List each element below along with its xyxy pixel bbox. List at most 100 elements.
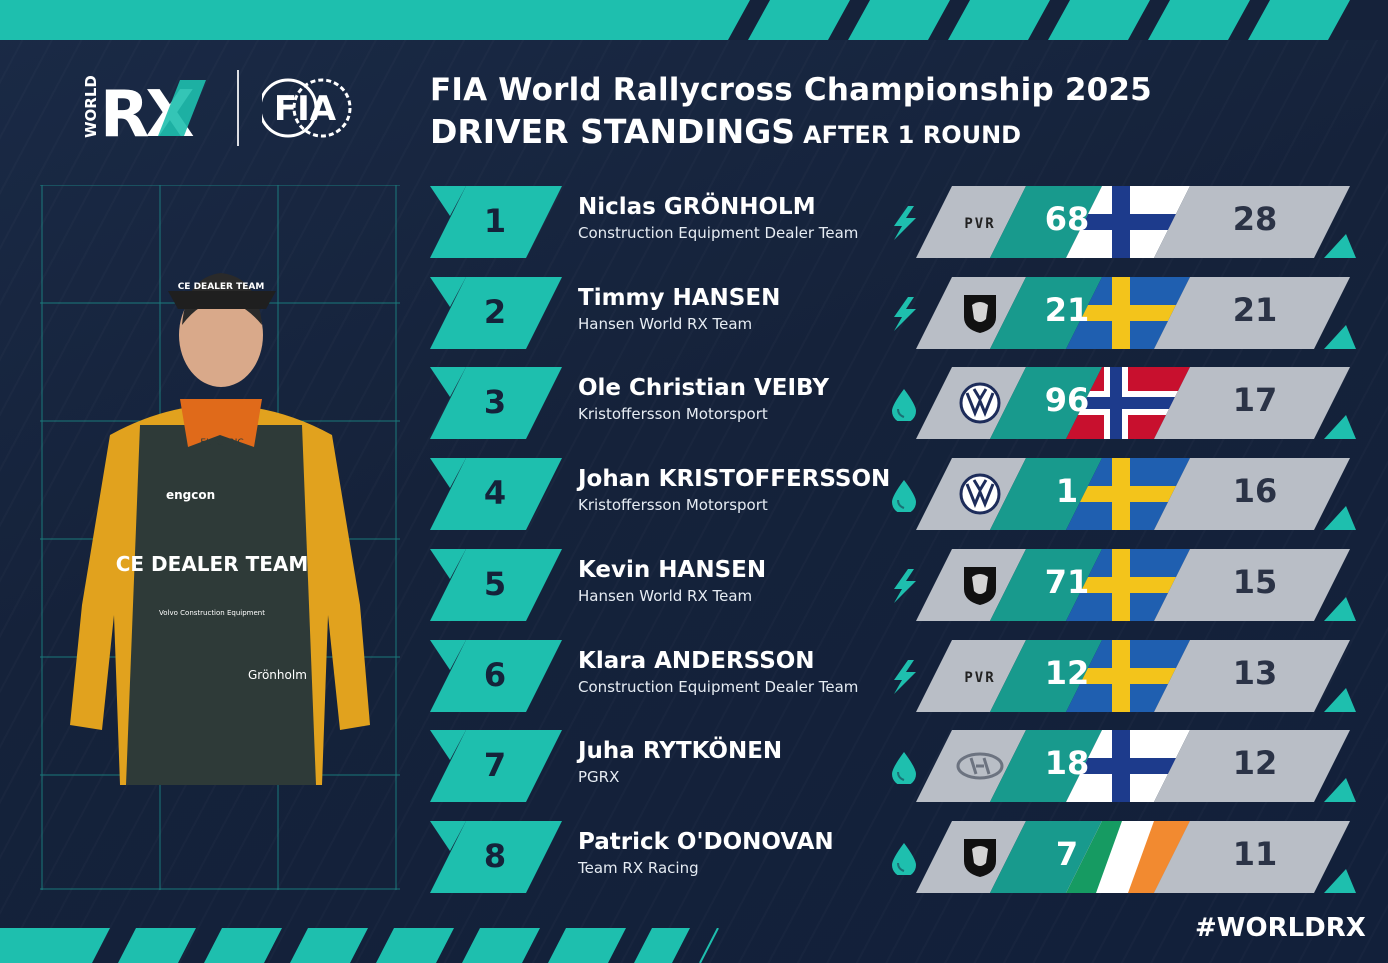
driver-photo: CE DEALER TEAM ELECTRIC engcon CE DEALER… <box>40 184 400 890</box>
position-badge: 5 <box>430 549 562 621</box>
driver-team: Kristoffersson Motorsport <box>578 496 768 514</box>
driver-team: PGRX <box>578 768 620 786</box>
standings-row: 2 Timmy HANSEN Hansen World RX Team 21 21 <box>430 277 1360 351</box>
suit-name-text: Grönholm <box>248 668 307 682</box>
driver-points: 13 <box>1232 654 1278 692</box>
driver-name: Patrick O'DONOVAN <box>578 829 834 855</box>
standings-row: 6 Klara ANDERSSON Construction Equipment D… <box>430 640 1360 714</box>
sweden-flag-icon <box>1066 277 1190 349</box>
fia-logo: FIA <box>258 76 352 140</box>
driver-name: Johan KRISTOFFERSSON <box>578 466 891 492</box>
driver-name: Timmy HANSEN <box>578 285 781 311</box>
fuel-icon <box>888 478 920 514</box>
sweden-flag-icon <box>1066 549 1190 621</box>
cap-text: CE DEALER TEAM <box>178 282 265 292</box>
driver-stats: 1 16 <box>916 458 1356 530</box>
standings-row: 1 Niclas GRÖNHOLM Construction Equipment D… <box>430 186 1360 260</box>
car-number: 1 <box>1055 472 1079 510</box>
svg-text:PVR: PVR <box>964 216 995 232</box>
driver-points: 17 <box>1232 381 1278 419</box>
car-number: 18 <box>1044 744 1090 782</box>
finland-flag-icon <box>1066 730 1190 802</box>
driver-team: Construction Equipment Dealer Team <box>578 678 859 696</box>
driver-team: Hansen World RX Team <box>578 315 753 333</box>
position-badge: 7 <box>430 730 562 802</box>
svg-text:PVR: PVR <box>964 670 995 686</box>
position-badge: 8 <box>430 821 562 893</box>
sweden-flag-icon <box>1066 640 1190 712</box>
position-number: 3 <box>483 383 507 421</box>
standings-subtitle: DRIVER STANDINGS <box>430 112 796 151</box>
standings-round-label: AFTER 1 ROUND <box>803 121 1022 149</box>
logo-world-text: WORLD <box>84 75 100 138</box>
pvr-logo-icon: PVR <box>956 654 1004 698</box>
position-number: 6 <box>483 656 507 694</box>
suit-brand-text: engcon <box>166 488 215 502</box>
collar-text: ELECTRIC <box>200 438 243 448</box>
driver-stats: PVR 12 13 <box>916 640 1356 712</box>
volkswagen-logo-icon <box>956 381 1004 425</box>
driver-points: 16 <box>1232 472 1278 510</box>
standings-row: 5 Kevin HANSEN Hansen World RX Team 71 15 <box>430 549 1360 623</box>
car-number: 71 <box>1044 563 1090 601</box>
pvr-logo-icon: PVR <box>956 200 1004 244</box>
standings-row: 3 Ole Christian VEIBY Kristoffersson Motor… <box>430 367 1360 441</box>
logo-divider <box>237 70 239 146</box>
electric-icon <box>888 206 920 240</box>
car-number: 7 <box>1055 835 1079 873</box>
car-number: 21 <box>1044 291 1090 329</box>
fuel-icon <box>888 750 920 786</box>
position-number: 8 <box>483 837 507 875</box>
position-number: 7 <box>483 746 507 784</box>
electric-icon <box>888 297 920 331</box>
hashtag: #WORLDRX <box>1195 913 1366 943</box>
driver-points: 12 <box>1232 744 1278 782</box>
page-title: FIA World Rallycross Championship 2025 <box>430 72 1152 108</box>
driver-name: Klara ANDERSSON <box>578 648 815 674</box>
volkswagen-logo-icon <box>956 472 1004 516</box>
top-stripe-band <box>0 0 1388 40</box>
standings-row: 4 Johan KRISTOFFERSSON Kristoffersson Moto… <box>430 458 1360 532</box>
position-number: 1 <box>483 202 507 240</box>
suit-sponsor-text: Volvo Construction Equipment <box>159 609 265 617</box>
driver-team: Kristoffersson Motorsport <box>578 405 768 423</box>
fia-logo-text: FIA <box>274 89 337 129</box>
bottom-stripe-band <box>0 928 1388 963</box>
driver-points: 11 <box>1232 835 1278 873</box>
driver-points: 15 <box>1232 563 1278 601</box>
norway-flag-icon <box>1066 367 1190 439</box>
position-badge: 2 <box>430 277 562 349</box>
driver-stats: 96 17 <box>916 367 1356 439</box>
driver-name: Ole Christian VEIBY <box>578 375 829 401</box>
driver-stats: 7 11 <box>916 821 1356 893</box>
fuel-icon <box>888 841 920 877</box>
header: FIA World Rallycross Championship 2025 D… <box>430 70 1152 157</box>
position-badge: 6 <box>430 640 562 712</box>
electric-icon <box>888 569 920 603</box>
driver-points: 28 <box>1232 200 1278 238</box>
world-rx-logo: WORLD RX <box>82 72 214 152</box>
car-number: 68 <box>1044 200 1090 238</box>
driver-team: Team RX Racing <box>578 859 699 877</box>
peugeot-logo-icon <box>956 835 1004 879</box>
hyundai-logo-icon <box>956 744 1004 788</box>
standings-heading: DRIVER STANDINGS AFTER 1 ROUND <box>430 110 1152 157</box>
suit-team-text: CE DEALER TEAM <box>116 552 309 576</box>
driver-stats: 21 21 <box>916 277 1356 349</box>
driver-name: Juha RYTKÖNEN <box>578 738 783 764</box>
ireland-flag-icon <box>1066 821 1190 893</box>
position-badge: 1 <box>430 186 562 258</box>
driver-stats: PVR 68 28 <box>916 186 1356 258</box>
peugeot-logo-icon <box>956 563 1004 607</box>
driver-team: Construction Equipment Dealer Team <box>578 224 859 242</box>
position-number: 2 <box>483 293 507 331</box>
driver-name: Kevin HANSEN <box>578 557 767 583</box>
standings-row: 8 Patrick O'DONOVAN Team RX Racing 7 11 <box>430 821 1360 895</box>
driver-name: Niclas GRÖNHOLM <box>578 194 816 220</box>
position-number: 4 <box>483 474 507 512</box>
driver-points: 21 <box>1232 291 1278 329</box>
sweden-flag-icon <box>1066 458 1190 530</box>
car-number: 96 <box>1044 381 1090 419</box>
driver-stats: 71 15 <box>916 549 1356 621</box>
position-badge: 3 <box>430 367 562 439</box>
